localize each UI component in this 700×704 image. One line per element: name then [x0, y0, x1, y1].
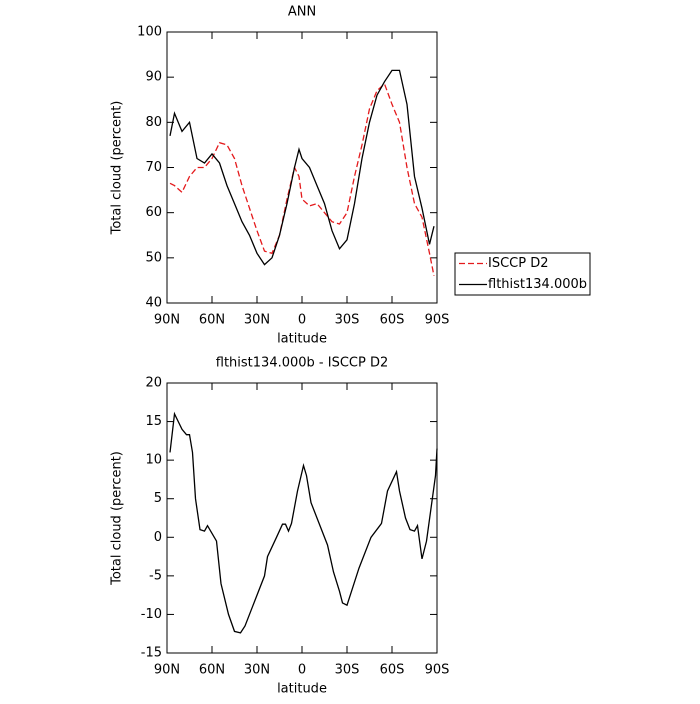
x-tick-label: 60S: [380, 663, 405, 678]
y-tick-label: 40: [145, 296, 162, 311]
x-tick-label: 60N: [199, 663, 225, 678]
x-tick-label: 90N: [154, 663, 180, 678]
y-tick-label: 100: [137, 25, 162, 40]
chart-title: ANN: [288, 5, 316, 20]
x-tick-label: 0: [298, 313, 306, 328]
x-tick-label: 60N: [199, 313, 225, 328]
x-tick-label: 60S: [380, 313, 405, 328]
y-axis-label: Total cloud (percent): [110, 451, 125, 586]
x-tick-label: 90N: [154, 313, 180, 328]
legend-box: [454, 252, 591, 296]
y-tick-label: 90: [145, 70, 162, 85]
y-tick-label: 10: [145, 453, 162, 468]
y-tick-label: 70: [145, 160, 162, 175]
y-tick-label: 80: [145, 115, 162, 130]
x-tick-label: 90S: [425, 313, 450, 328]
x-tick-label: 30S: [335, 313, 360, 328]
x-tick-label: 0: [298, 663, 306, 678]
y-tick-label: -15: [141, 646, 162, 661]
y-tick-label: 5: [154, 491, 162, 506]
y-tick-label: 20: [145, 376, 162, 391]
legend-label: ISCCP D2: [488, 256, 549, 271]
y-tick-label: 60: [145, 205, 162, 220]
data-line: [169, 69, 435, 266]
x-axis-label: latitude: [277, 332, 327, 347]
legend-label: flthist134.000b: [488, 277, 587, 292]
x-tick-label: 30S: [335, 663, 360, 678]
x-axis-label: latitude: [277, 682, 327, 697]
data-line: [169, 411, 438, 634]
plot-frame: [166, 31, 438, 304]
x-tick-label: 30N: [244, 663, 270, 678]
y-tick-label: -5: [149, 568, 162, 583]
chart-title: flthist134.000b - ISCCP D2: [216, 356, 388, 371]
y-tick-label: -10: [141, 607, 162, 622]
y-tick-label: 0: [154, 530, 162, 545]
x-tick-label: 30N: [244, 313, 270, 328]
y-tick-label: 15: [145, 414, 162, 429]
y-axis-label: Total cloud (percent): [110, 101, 125, 236]
plot-frame: [166, 382, 438, 654]
x-tick-label: 90S: [425, 663, 450, 678]
y-tick-label: 50: [145, 250, 162, 265]
data-line: [169, 82, 435, 277]
